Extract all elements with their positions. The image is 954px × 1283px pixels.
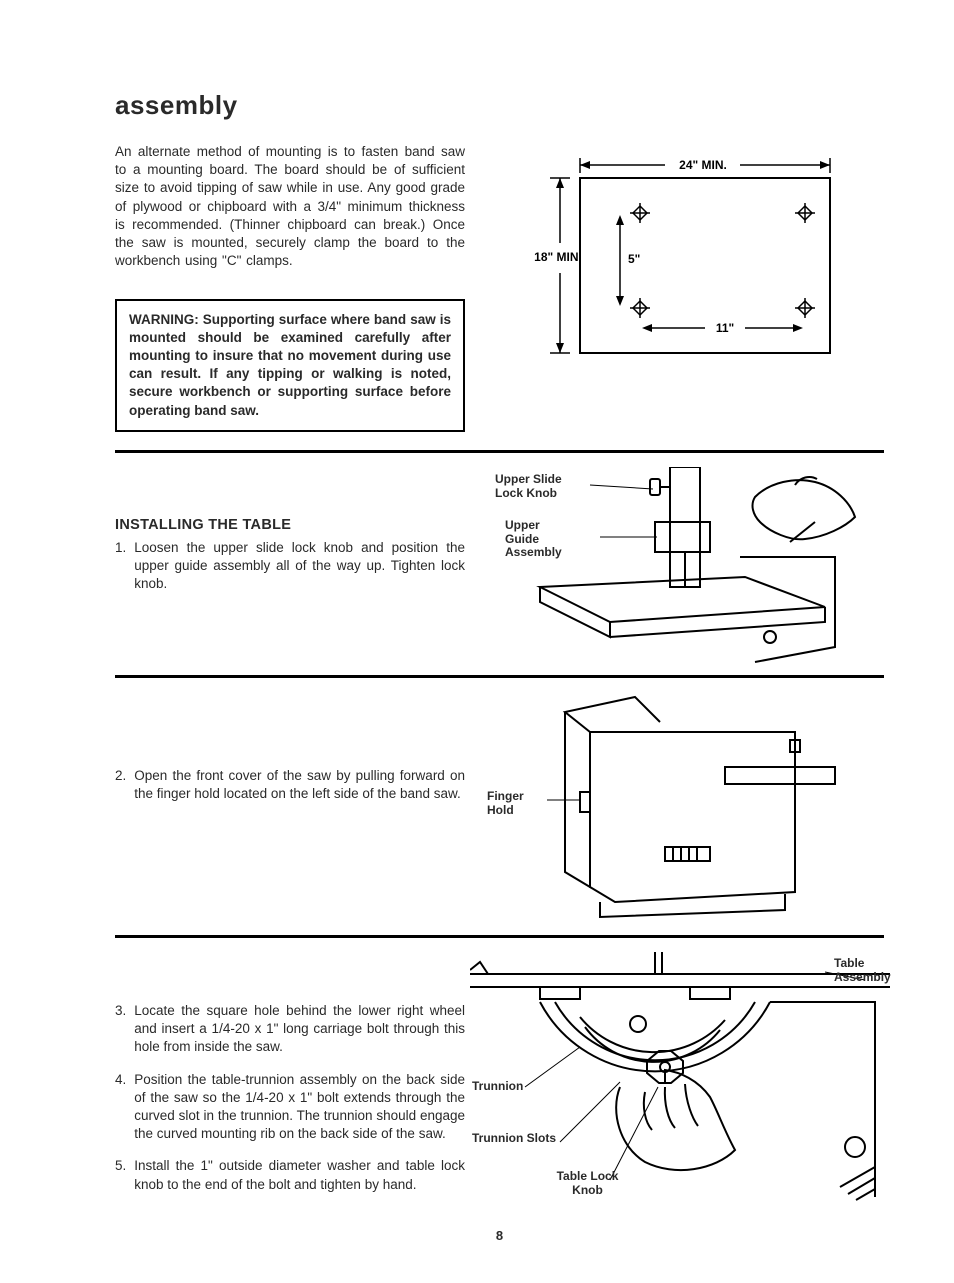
dim-top-label: 24" MIN.	[679, 158, 727, 172]
warning-box: WARNING: Supporting surface where band s…	[115, 299, 465, 432]
section-step1: INSTALLING THE TABLE 1.Loosen the upper …	[115, 467, 884, 667]
divider-2	[115, 675, 884, 678]
divider-1	[115, 450, 884, 453]
trunnion-figure	[470, 952, 890, 1202]
mounting-board-diagram: 24" MIN. 18" MIN.	[525, 143, 835, 363]
page-title: assembly	[115, 90, 884, 121]
dim-inner-h-label: 11"	[716, 321, 734, 335]
label-finger-hold: Finger Hold	[487, 790, 535, 818]
dim-inner-v-label: 5"	[628, 252, 640, 266]
step-2: 2.Open the front cover of the saw by pul…	[115, 767, 465, 803]
dim-left-label: 18" MIN.	[534, 250, 582, 264]
label-upper-slide-lock-knob: Upper Slide Lock Knob	[495, 473, 575, 501]
intro-paragraph: An alternate method of mounting is to fa…	[115, 143, 465, 271]
label-table-assembly: Table Assembly	[834, 957, 899, 985]
label-table-lock-knob: Table Lock Knob	[550, 1170, 625, 1198]
label-trunnion-slots: Trunnion Slots	[472, 1132, 556, 1146]
step-5: 5.Install the 1" outside diameter washer…	[115, 1157, 465, 1193]
section-mounting: An alternate method of mounting is to fa…	[115, 143, 884, 432]
divider-3	[115, 935, 884, 938]
step-4: 4.Position the table-trunnion assembly o…	[115, 1071, 465, 1144]
installing-table-heading: INSTALLING THE TABLE	[115, 517, 465, 533]
step-3: 3.Locate the square hole behind the lowe…	[115, 1002, 465, 1057]
section-steps-3-5: 3.Locate the square hole behind the lowe…	[115, 952, 884, 1208]
label-upper-guide-assembly: Upper Guide Assembly	[505, 519, 575, 560]
page-number: 8	[115, 1228, 884, 1243]
section-step2: 2.Open the front cover of the saw by pul…	[115, 692, 884, 927]
step-1: 1.Loosen the upper slide lock knob and p…	[115, 539, 465, 594]
label-trunnion: Trunnion	[472, 1080, 523, 1094]
finger-hold-figure	[495, 692, 875, 927]
